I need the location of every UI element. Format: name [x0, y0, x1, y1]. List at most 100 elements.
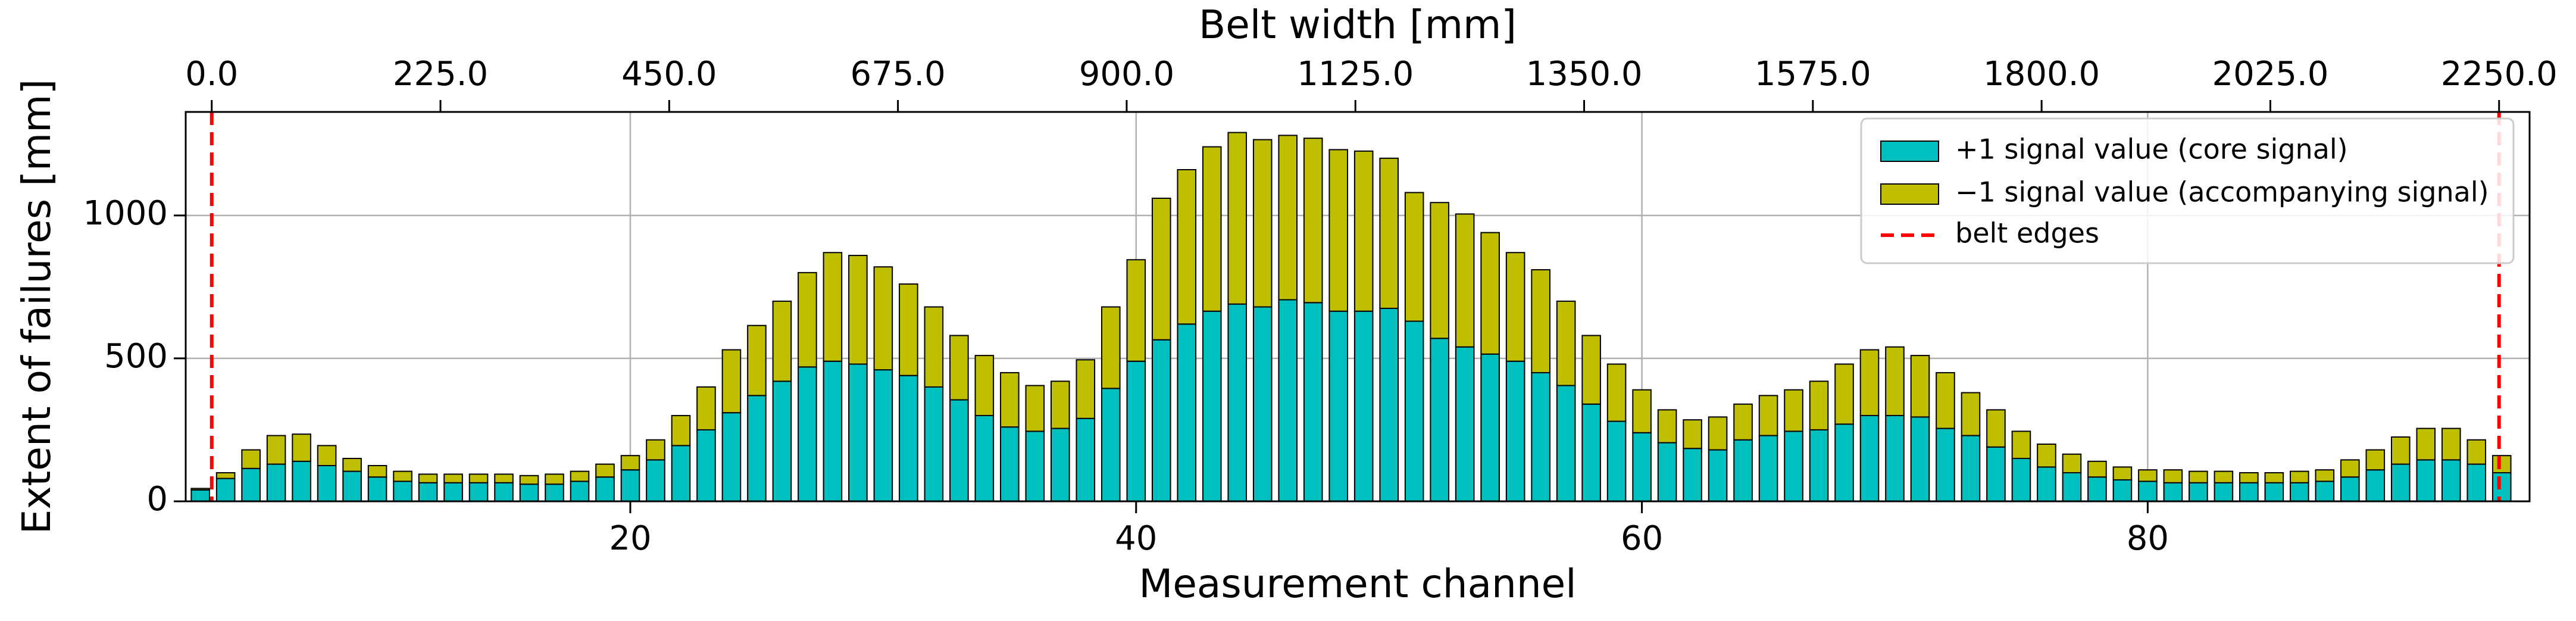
bar-segment: [2264, 482, 2284, 503]
bar-segment: [1581, 335, 1601, 405]
bar-segment: [1986, 409, 2006, 448]
bar-segment: [823, 360, 843, 503]
bar-segment: [1834, 423, 1854, 502]
bar-segment: [393, 480, 412, 503]
bar-segment: [1202, 310, 1222, 502]
bar-segment: [292, 460, 311, 502]
bar-segment: [1379, 307, 1399, 502]
bar-segment: [468, 482, 489, 503]
bar-segment: [2037, 466, 2056, 502]
bar-segment: [1202, 146, 1222, 312]
legend-label: +1 signal value (core signal): [1955, 133, 2348, 166]
bar-segment: [873, 266, 893, 371]
bar-segment: [519, 475, 539, 485]
top-tick-label: 225.0: [393, 55, 488, 93]
top-tick-label: 675.0: [850, 55, 945, 93]
bar-segment: [1430, 202, 1449, 339]
bar-segment: [1505, 360, 1525, 503]
bar-segment: [974, 355, 995, 416]
bar-segment: [1531, 372, 1550, 503]
bar-segment: [1051, 380, 1070, 429]
bar-segment: [2315, 480, 2335, 503]
bar-segment: [747, 324, 767, 397]
bar-segment: [772, 380, 792, 502]
bar-segment: [1379, 157, 1399, 309]
bar-segment: [620, 469, 640, 502]
bar-segment: [2365, 469, 2386, 502]
bar-segment: [1859, 349, 1880, 416]
bar-segment: [2189, 470, 2208, 483]
bar-segment: [2011, 430, 2031, 459]
top-tick-label: 1125.0: [1297, 55, 1414, 93]
bar-segment: [317, 445, 337, 466]
legend-label: −1 signal value (accompanying signal): [1955, 176, 2489, 208]
bar-segment: [1758, 395, 1778, 436]
bar-segment: [899, 283, 918, 376]
bar-segment: [241, 449, 261, 469]
bar-segment: [1936, 372, 1955, 429]
bar-segment: [545, 473, 564, 485]
bar-segment: [1986, 446, 2006, 503]
bar-segment: [1606, 363, 1627, 422]
bar-segment: [2087, 460, 2107, 478]
bar-segment: [1227, 303, 1248, 502]
bar-segment: [190, 489, 210, 503]
bar-segment: [1177, 168, 1197, 325]
bar-segment: [949, 399, 969, 502]
bar-segment: [443, 482, 463, 503]
bar-segment: [494, 473, 514, 483]
bar-segment: [2037, 443, 2056, 468]
bar-segment: [1657, 442, 1677, 503]
bar-segment: [974, 414, 995, 502]
top-tick-label: 1350.0: [1526, 55, 1643, 93]
bar-segment: [1733, 439, 1753, 502]
bar-segment: [1404, 320, 1424, 503]
y-tick-label: 0: [146, 480, 168, 519]
bar-segment: [1834, 363, 1854, 425]
bar-segment: [2491, 472, 2512, 502]
bar-segment: [2138, 469, 2158, 482]
bar-segment: [2264, 472, 2284, 483]
bar-segment: [671, 445, 691, 503]
bar-segment: [1252, 139, 1273, 308]
bar-segment: [1101, 388, 1121, 502]
bar-segment: [1885, 346, 1905, 416]
bar-segment: [2391, 436, 2411, 465]
bar-segment: [266, 463, 286, 502]
bar-segment: [367, 464, 387, 478]
bar-segment: [848, 363, 868, 503]
bar-segment: [595, 476, 615, 502]
bar-segment: [1733, 403, 1753, 441]
bar-segment: [1556, 385, 1576, 502]
bar-segment: [721, 412, 742, 503]
bar-segment: [519, 483, 539, 503]
y-tick-label: 500: [104, 337, 168, 376]
bar-segment: [494, 482, 514, 503]
bar-segment: [1076, 359, 1096, 419]
x-tick-label: 40: [1115, 519, 1157, 558]
bar-segment: [1151, 339, 1171, 502]
bar-segment: [747, 395, 767, 502]
bar-segment: [1227, 132, 1248, 305]
bar-segment: [2239, 482, 2259, 503]
bar-segment: [1076, 417, 1096, 502]
bar-segment: [367, 476, 387, 502]
bar-segment: [1505, 252, 1525, 362]
bar-segment: [1683, 419, 1702, 450]
bar-segment: [2290, 482, 2309, 503]
bar-segment: [1480, 232, 1500, 355]
bar-segment: [1581, 403, 1601, 503]
top-tick-label: 450.0: [621, 55, 717, 93]
bar-segment: [848, 255, 868, 365]
bar-segment: [1252, 306, 1273, 502]
bar-segment: [1353, 150, 1374, 312]
bar-segment: [873, 369, 893, 503]
bar-segment: [2163, 469, 2183, 483]
bar-segment: [1556, 300, 1576, 386]
legend: +1 signal value (core signal) −1 signal v…: [1860, 117, 2515, 264]
bar-segment: [1885, 414, 1905, 502]
bar-segment: [2365, 449, 2386, 471]
bar-segment: [1859, 414, 1880, 502]
bar-segment: [1025, 385, 1045, 432]
bar-segment: [241, 467, 261, 502]
